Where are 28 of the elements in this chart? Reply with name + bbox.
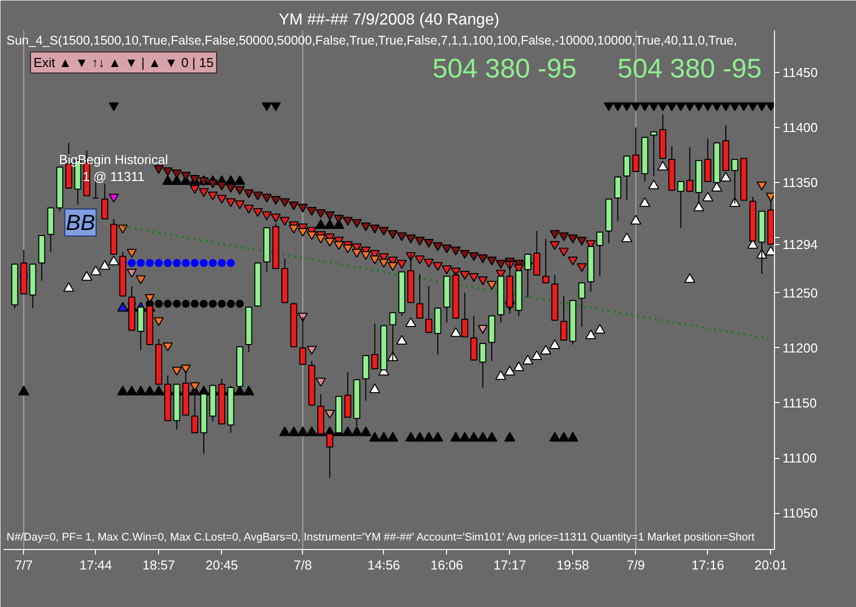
chart-title: YM ##-## 7/9/2008 (40 Range) (278, 12, 500, 28)
y-tick-label: 11150 (782, 395, 817, 410)
y-tick-label: 11294 (782, 236, 818, 252)
x-tick-label: 7/8 (294, 558, 312, 572)
annotation: BB (66, 210, 96, 235)
y-tick-label: 11400 (782, 120, 818, 135)
y-tick-label: 11350 (782, 175, 818, 190)
x-tick-label: 7/7 (14, 558, 33, 572)
annotation: Exit ▲ ▼ ↑↓ ▲ ▼ | ▲ ▼ 0 | 15 (34, 55, 214, 70)
x-tick-label: 20:45 (206, 558, 238, 572)
annotation: 504 380 -95 (432, 54, 577, 84)
y-tick-label: 11250 (782, 285, 818, 300)
x-tick-label: 18:57 (142, 558, 176, 572)
y-tick-label: 11450 (782, 64, 818, 80)
x-tick-label: 19:58 (556, 558, 590, 572)
annotation: 504 380 -95 (618, 54, 762, 84)
x-tick-label: 14:56 (368, 558, 400, 572)
y-tick-label: 11200 (782, 340, 818, 356)
y-tick-label: 11050 (782, 506, 818, 521)
x-tick-label: 16:06 (430, 558, 464, 572)
x-tick-label: 20:01 (754, 558, 788, 572)
y-tick-label: 11100 (782, 450, 817, 466)
annotation: N#/Day=0, PF= 1, Max C.Win=0, Max C.Lost=0, AvgBars=0, Instrument='YM ##-##' Account='Sim101' Avg price=11311 Quantity=1 Market position=Short (6, 532, 755, 544)
chart-subtitle: Sun_4_S(1500,1500,10,True,False,False,50000,50000,False,True,True,False,7,1,1,100,100,False,-10000,10000,True,40,11,0,True, (6, 34, 738, 48)
x-tick-label: 17:16 (692, 558, 724, 572)
x-tick-label: 17:17 (494, 558, 526, 572)
x-tick-label: 17:44 (79, 558, 112, 572)
x-tick-label: 7/9 (626, 558, 645, 572)
